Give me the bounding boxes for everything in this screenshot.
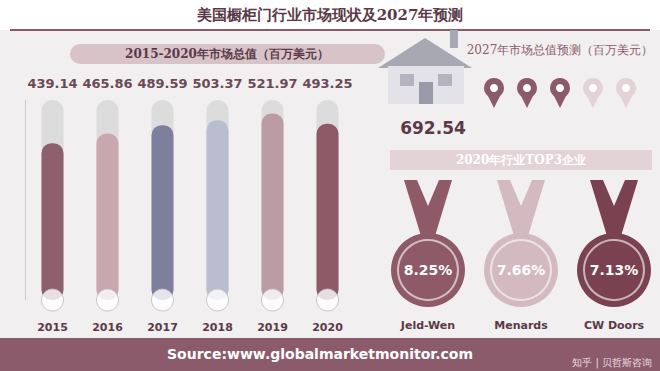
svg-text:2020: 2020 — [312, 321, 343, 334]
svg-text:2027年市场总值预测（百万美元）: 2027年市场总值预测（百万美元） — [467, 43, 654, 57]
svg-text:CW Doors: CW Doors — [584, 319, 645, 332]
svg-text:美国橱柜门行业市场现状及2027年预测: 美国橱柜门行业市场现状及2027年预测 — [196, 6, 464, 24]
svg-text:2016: 2016 — [92, 321, 123, 334]
svg-text:7.13%: 7.13% — [590, 262, 639, 278]
svg-text:8.25%: 8.25% — [404, 262, 453, 278]
svg-text:489.59: 489.59 — [137, 76, 187, 91]
svg-text:2018: 2018 — [202, 321, 233, 334]
svg-text:Jeld-Wen: Jeld-Wen — [400, 319, 455, 332]
svg-text:2015: 2015 — [37, 321, 68, 334]
svg-text:493.25: 493.25 — [302, 76, 352, 91]
svg-text:Source:www.globalmarketmonitor: Source:www.globalmarketmonitor.com — [167, 346, 473, 362]
svg-text:2017: 2017 — [147, 321, 178, 334]
svg-text:7.66%: 7.66% — [497, 262, 546, 278]
svg-text:2019: 2019 — [257, 321, 288, 334]
svg-text:503.37: 503.37 — [192, 76, 242, 91]
svg-text:692.54: 692.54 — [400, 118, 466, 138]
svg-text:439.14: 439.14 — [27, 76, 77, 91]
svg-text:521.97: 521.97 — [247, 76, 297, 91]
svg-text:知乎 | 贝哲斯咨询: 知乎 | 贝哲斯咨询 — [572, 357, 652, 369]
svg-text:2020年行业TOP3企业: 2020年行业TOP3企业 — [456, 153, 586, 167]
svg-text:Menards: Menards — [494, 319, 548, 332]
svg-text:465.86: 465.86 — [82, 76, 132, 91]
svg-text:2015-2020年市场总值（百万美元）: 2015-2020年市场总值（百万美元） — [125, 47, 329, 61]
